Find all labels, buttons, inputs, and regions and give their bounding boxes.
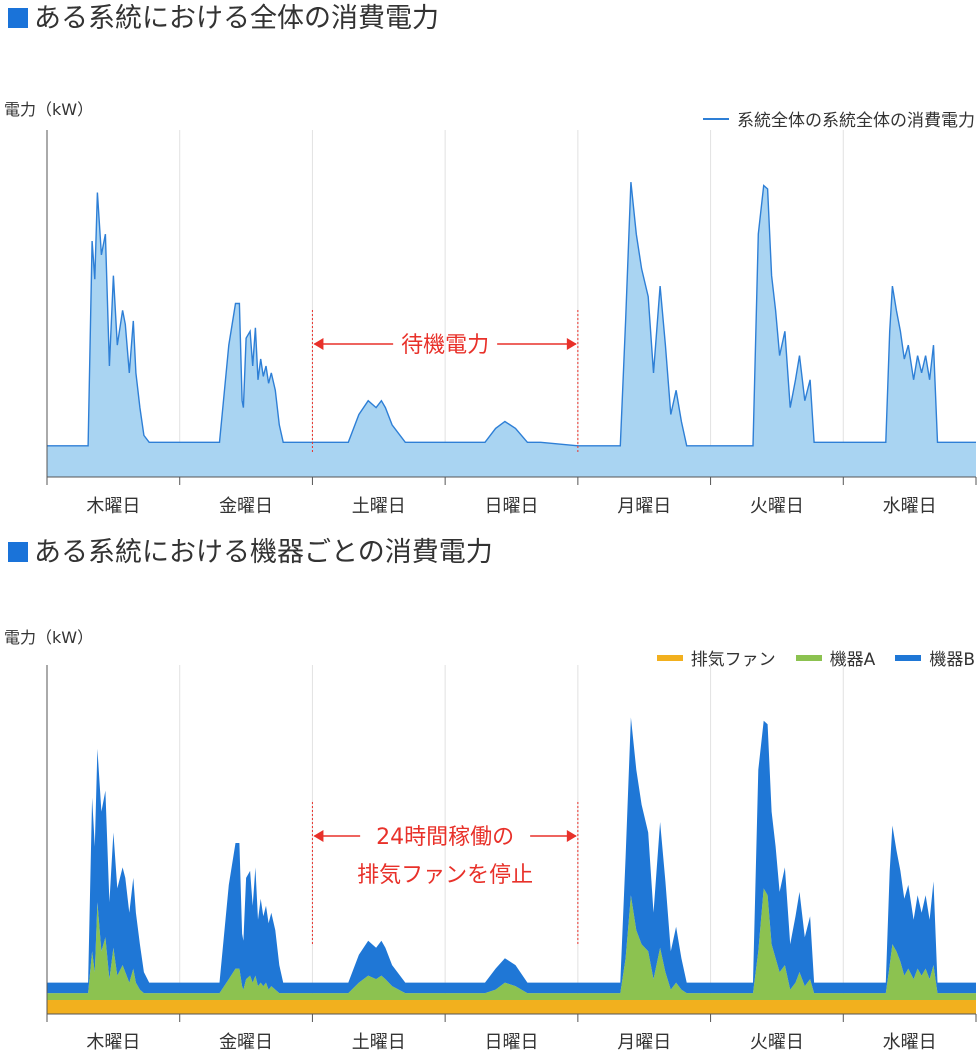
section-title-devices-text: ある系統における機器ごとの消費電力 — [34, 537, 493, 568]
annotation-arrowhead-left-icon-1 — [313, 338, 324, 350]
legend-swatch-fan-icon — [656, 654, 683, 661]
legend-item-total: 系統全体の系統全体の消費電力 — [703, 106, 975, 131]
total-power-area — [47, 182, 976, 477]
y-axis-label-total: 電力（kW） — [4, 100, 94, 119]
annotation-text-2-1: 排気ファンを停止 — [357, 863, 533, 888]
x-tick-label-2-0: 木曜日 — [86, 1032, 140, 1050]
x-tick-label-1-1: 金曜日 — [219, 496, 273, 517]
annotation-arrowhead-right-icon-2 — [566, 830, 577, 842]
x-tick-label-1-4: 月曜日 — [617, 496, 671, 517]
x-tick-label-1-5: 火曜日 — [750, 496, 804, 517]
x-tick-label-1-2: 土曜日 — [352, 496, 406, 517]
x-tick-label-1-6: 水曜日 — [883, 496, 937, 517]
legend-item-device-b: 機器B — [895, 645, 975, 670]
legend-swatch-line-icon — [703, 117, 729, 120]
y-axis-label-devices: 電力（kW） — [4, 628, 94, 647]
legend-label-device-a: 機器A — [829, 650, 876, 670]
annotation-text-2-0: 24時間稼働の — [376, 825, 514, 850]
annotation-arrowhead-left-icon-2 — [313, 830, 324, 842]
x-tick-label-2-3: 日曜日 — [485, 1032, 539, 1050]
legend-swatch-device-b-icon — [895, 654, 922, 661]
title-marker-icon — [8, 542, 28, 562]
total-power-line — [47, 182, 976, 447]
x-tick-label-2-5: 火曜日 — [750, 1032, 804, 1050]
legend-label-total: 系統全体の系統全体の消費電力 — [737, 111, 975, 131]
annotation-arrowhead-right-icon-1 — [566, 338, 577, 350]
fan-area — [47, 1000, 976, 1014]
total-power-chart: 木曜日 金曜日 土曜日 日曜日 月曜日 火曜日 水曜日 待機電力 — [46, 130, 977, 517]
legend-item-device-a: 機器A — [795, 645, 876, 670]
legend-item-fan: 排気ファン — [656, 645, 776, 670]
device-b-area — [47, 717, 976, 994]
x-tick-label-2-2: 土曜日 — [352, 1032, 406, 1050]
x-tick-label-2-6: 水曜日 — [883, 1032, 937, 1050]
section-title-total-text: ある系統における全体の消費電力 — [34, 3, 439, 34]
legend-total: 系統全体の系統全体の消費電力 — [683, 106, 975, 131]
x-tick-label-1-0: 木曜日 — [86, 496, 140, 517]
legend-label-device-b: 機器B — [929, 650, 975, 670]
x-tick-label-2-1: 金曜日 — [219, 1032, 273, 1050]
legend-label-fan: 排気ファン — [690, 650, 776, 670]
x-tick-label-2-4: 月曜日 — [617, 1032, 671, 1050]
legend-devices: 排気ファン 機器A 機器B — [637, 645, 975, 670]
legend-swatch-device-a-icon — [795, 654, 822, 661]
title-marker-icon — [8, 8, 28, 28]
section-title-devices: ある系統における機器ごとの消費電力 — [8, 536, 493, 570]
annotation-text-1-0: 待機電力 — [401, 333, 489, 358]
section-title-total: ある系統における全体の消費電力 — [8, 2, 439, 36]
x-tick-label-1-3: 日曜日 — [485, 496, 539, 517]
